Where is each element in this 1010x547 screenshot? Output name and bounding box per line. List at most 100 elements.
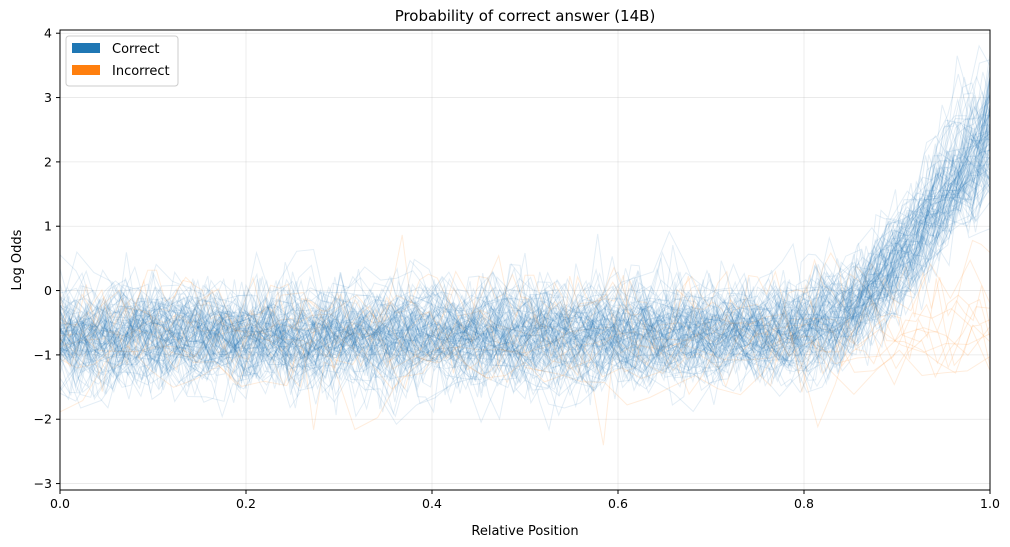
x-tick-label: 0.8	[794, 496, 814, 511]
correct-trajectory-line	[60, 75, 990, 406]
correct-trajectory-line	[60, 119, 990, 418]
correct-trajectory-line	[60, 132, 990, 400]
gridlines	[59, 30, 991, 490]
correct-trajectory-line	[60, 122, 990, 425]
incorrect-trajectory-line	[60, 294, 990, 430]
plot-frame	[59, 29, 991, 491]
correct-trajectory-line	[60, 97, 990, 381]
y-tick-label: −2	[34, 412, 52, 427]
y-tick-label: 0	[44, 283, 52, 298]
correct-trajectory-line	[60, 126, 990, 403]
x-axis: 0.0 0.2 0.4 0.6 0.8 1.0	[50, 490, 1000, 511]
incorrect-trajectory-line	[60, 270, 990, 384]
correct-trajectory-line	[60, 131, 990, 375]
correct-trajectory-line	[60, 91, 990, 400]
incorrect-trajectory-line	[60, 251, 990, 369]
correct-trajectory-line	[60, 154, 990, 386]
correct-trajectory-line	[60, 148, 990, 391]
correct-trajectory-line	[60, 177, 990, 402]
correct-trajectory-line	[60, 168, 990, 393]
correct-trajectory-line	[60, 165, 990, 419]
correct-trajectory-line	[60, 94, 990, 389]
correct-trajectory-line	[60, 84, 990, 363]
legend-label-incorrect: Incorrect	[112, 64, 170, 79]
correct-trajectory-line	[60, 76, 990, 391]
correct-trajectory-line	[60, 189, 990, 388]
correct-trajectory-line	[60, 127, 990, 409]
legend: Correct Incorrect	[65, 35, 179, 87]
correct-trajectory-line	[60, 115, 990, 394]
correct-trajectory-line	[60, 110, 990, 378]
correct-trajectory-line	[60, 134, 990, 416]
x-tick-label: 0.6	[608, 496, 628, 511]
correct-trajectory-line	[60, 162, 990, 397]
correct-trajectory-line	[60, 124, 990, 382]
correct-trajectory-line	[60, 71, 990, 375]
incorrect-trajectory-line	[60, 297, 990, 429]
correct-trajectory-line	[60, 163, 990, 405]
correct-trajectory-line	[60, 173, 990, 382]
correct-lines-group	[60, 44, 990, 432]
correct-trajectory-line	[60, 156, 990, 394]
correct-trajectory-line	[60, 113, 990, 352]
incorrect-trajectory-line	[60, 304, 990, 370]
correct-trajectory-line	[60, 115, 990, 380]
correct-trajectory-line	[60, 94, 990, 398]
incorrect-lines-group	[60, 234, 990, 446]
x-axis-title: Relative Position	[471, 524, 578, 539]
correct-trajectory-line	[60, 170, 990, 362]
correct-trajectory-line	[60, 107, 990, 386]
correct-trajectory-line	[60, 130, 990, 409]
y-tick-label: −3	[34, 476, 52, 491]
correct-trajectory-line	[60, 189, 990, 385]
correct-trajectory-line	[60, 166, 990, 401]
correct-trajectory-line	[60, 144, 990, 391]
correct-trajectory-line	[60, 59, 990, 352]
correct-trajectory-line	[60, 189, 990, 381]
incorrect-trajectory-line	[60, 298, 990, 446]
correct-trajectory-line	[60, 101, 990, 382]
legend-swatch-correct	[72, 43, 100, 53]
correct-trajectory-line	[60, 126, 990, 385]
correct-trajectory-line	[60, 131, 990, 396]
correct-trajectory-line	[60, 133, 990, 367]
correct-trajectory-line	[60, 163, 990, 349]
correct-trajectory-line	[60, 97, 990, 389]
y-tick-label: −1	[34, 347, 52, 362]
correct-trajectory-line	[60, 142, 990, 391]
correct-trajectory-line	[60, 91, 990, 369]
correct-trajectory-line	[60, 96, 990, 392]
legend-swatch-incorrect	[72, 65, 100, 75]
correct-trajectory-line	[60, 53, 990, 386]
correct-trajectory-line	[60, 105, 990, 391]
correct-trajectory-line	[60, 148, 990, 385]
correct-trajectory-line	[60, 66, 990, 393]
correct-trajectory-line	[60, 133, 990, 414]
correct-trajectory-line	[60, 137, 990, 396]
correct-trajectory-line	[60, 77, 990, 392]
correct-trajectory-line	[60, 149, 990, 377]
correct-trajectory-line	[60, 75, 990, 406]
correct-trajectory-line	[60, 106, 990, 405]
correct-trajectory-line	[60, 155, 990, 358]
correct-trajectory-line	[60, 159, 990, 380]
correct-trajectory-line	[60, 134, 990, 400]
correct-trajectory-line	[60, 149, 990, 401]
correct-trajectory-line	[60, 140, 990, 389]
legend-label-correct: Correct	[112, 42, 159, 57]
correct-trajectory-line	[60, 96, 990, 386]
correct-trajectory-line	[60, 92, 990, 391]
x-tick-label: 0.2	[236, 496, 256, 511]
correct-trajectory-line	[60, 182, 990, 397]
correct-trajectory-line	[60, 148, 990, 393]
incorrect-trajectory-line	[60, 259, 990, 360]
incorrect-trajectory-line	[60, 234, 990, 365]
correct-trajectory-line	[60, 75, 990, 417]
correct-trajectory-line	[60, 146, 990, 389]
correct-trajectory-line	[60, 105, 990, 391]
correct-trajectory-line	[60, 156, 990, 393]
correct-trajectory-line	[60, 108, 990, 394]
correct-trajectory-line	[60, 124, 990, 370]
